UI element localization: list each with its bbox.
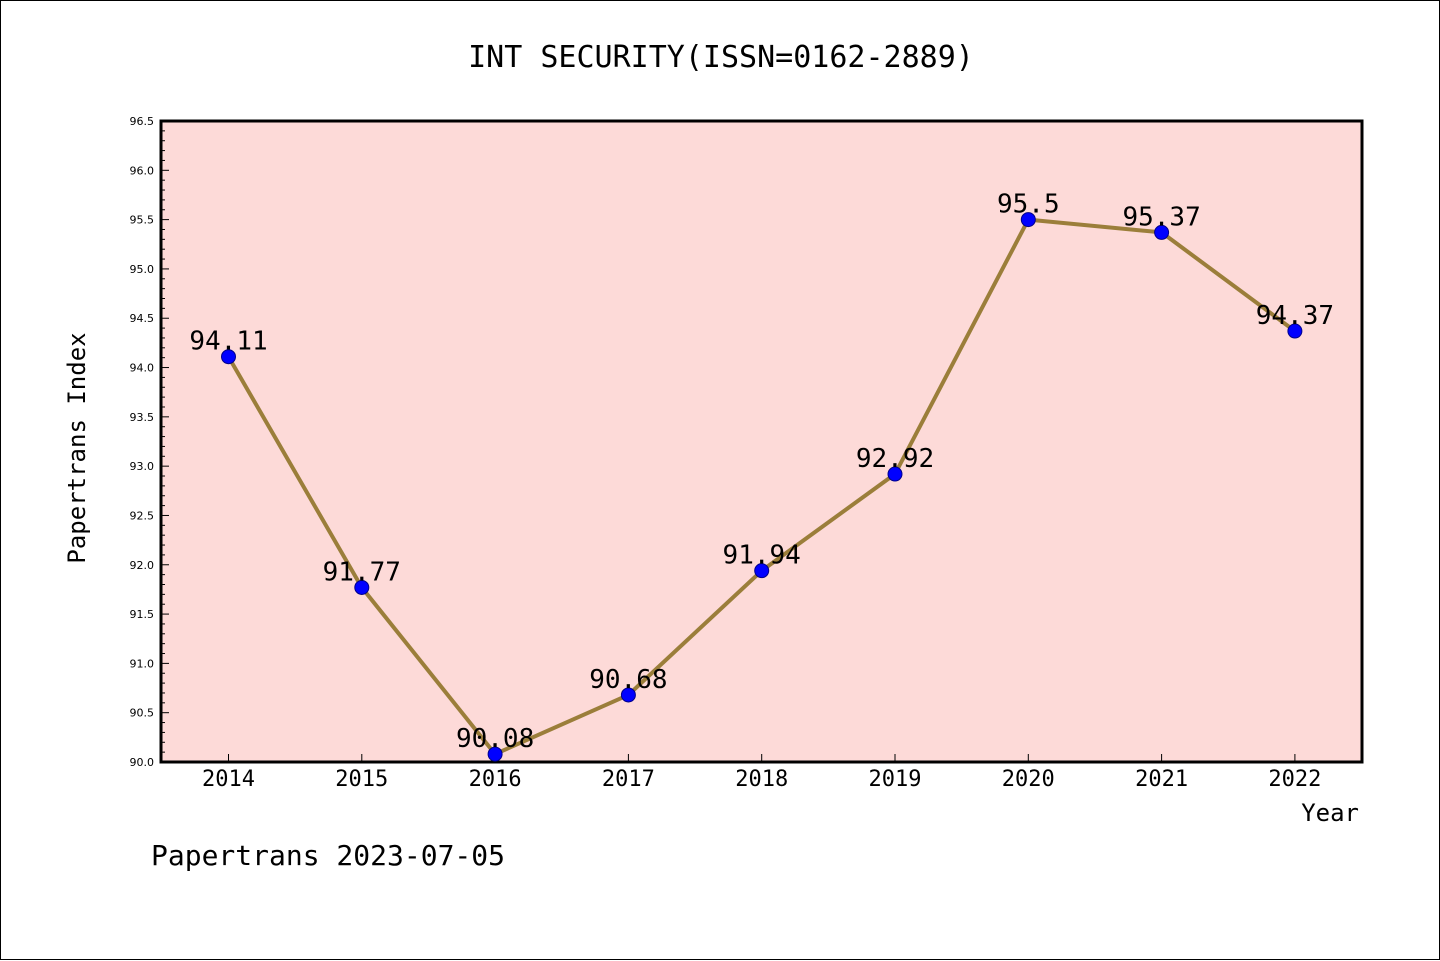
y-tick-label: 95.5 [130,214,155,227]
data-point [1154,224,1170,240]
data-point [1287,323,1303,339]
x-tick-label: 2018 [735,767,788,792]
data-label: 94.37 [1256,301,1334,331]
data-label: 92.92 [856,444,934,474]
y-tick-label: 93.5 [130,411,155,424]
data-point [221,349,236,365]
y-tick-label: 96.0 [130,164,155,177]
x-tick-label: 2022 [1268,767,1321,792]
footer-text: Papertrans 2023-07-05 [151,839,505,872]
data-label: 90.68 [589,665,667,695]
x-tick-label: 2017 [602,767,655,792]
y-axis: 90.0 90.5 91.0 91.5 92.0 92.5 93.0 93.5 94.0 94.5… [130,115,169,769]
x-axis-label: Year [1301,799,1359,827]
data-label: 95.5 [997,190,1060,220]
x-tick-label: 2020 [1002,767,1055,792]
data-label: 90.08 [456,724,534,754]
y-tick-label: 90.0 [130,756,155,769]
data-point [887,466,903,482]
y-tick-label: 91.0 [130,657,155,670]
y-tick-label: 93.0 [130,460,155,473]
data-point [487,746,503,762]
chart-title: INT SECURITY(ISSN=0162-2889) [468,40,974,75]
data-label: 94.11 [189,327,267,357]
x-tick-label: 2019 [869,767,922,792]
data-label: 95.37 [1122,202,1200,232]
y-axis-label: Papertrans Index [63,332,91,563]
series-group: 94.11 91.77 90.08 90.68 91.94 92.92 95.5 95.37 9… [189,190,1334,762]
y-tick-label: 95.0 [130,263,155,276]
data-point [1020,212,1036,228]
y-tick-label: 94.0 [130,362,155,375]
y-tick-label: 94.5 [130,312,155,325]
y-tick-label: 96.5 [130,115,155,128]
x-tick-label: 2015 [335,767,388,792]
x-tick-label: 2016 [469,767,522,792]
x-tick-label: 2014 [202,767,255,792]
y-tick-label: 92.5 [130,509,155,522]
x-tick-label: 2021 [1135,767,1188,792]
data-point [620,687,636,703]
y-tick-label: 91.5 [130,608,155,621]
data-label: 91.94 [723,541,801,571]
y-tick-label: 90.5 [130,707,155,720]
x-axis: 2014 2015 2016 2017 2018 2019 2020 2021 2022 [202,754,1321,792]
data-point [354,579,370,595]
y-tick-label: 92.0 [130,559,155,572]
data-label: 91.77 [323,557,401,587]
data-point [754,563,770,579]
